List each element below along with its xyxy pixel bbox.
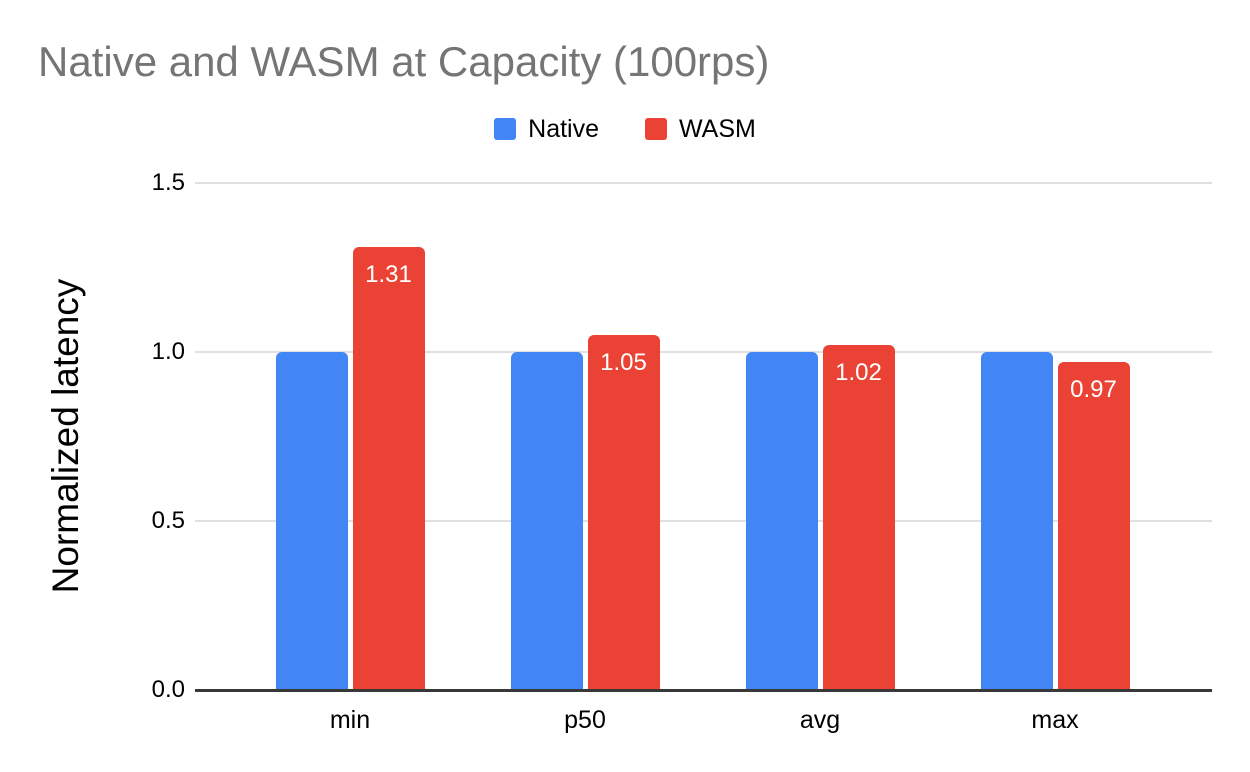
bar-native-p50[interactable]	[510, 352, 583, 690]
bar-value-label: 1.31	[365, 261, 412, 289]
x-category-label-min: min	[329, 706, 371, 734]
legend-item-native[interactable]: Native	[494, 115, 599, 144]
bar-value-label: 1.02	[835, 359, 882, 387]
gridline	[195, 520, 1212, 522]
y-tick-label: 1.5	[151, 169, 185, 196]
x-axis-baseline	[195, 689, 1212, 692]
gridline	[195, 351, 1212, 353]
legend-label: WASM	[679, 114, 756, 143]
x-category-label-p50: p50	[564, 706, 606, 734]
bar-value-label: 1.05	[600, 349, 647, 377]
x-category-label-avg: avg	[799, 706, 841, 734]
gridline	[195, 182, 1212, 184]
y-tick-label: 0.5	[151, 507, 185, 534]
chart-title: Native and WASM at Capacity (100rps)	[38, 38, 770, 85]
bar-wasm-max[interactable]	[1057, 362, 1130, 690]
legend-swatch-icon	[494, 118, 517, 140]
y-tick-label: 1.0	[151, 338, 185, 365]
bar-wasm-p50[interactable]	[587, 335, 660, 690]
legend-label: Native	[528, 114, 600, 143]
x-category-label-max: max	[1031, 706, 1079, 734]
legend: Native WASM	[0, 113, 1250, 145]
bar-value-label: 0.97	[1070, 376, 1117, 404]
legend-item-wasm[interactable]: WASM	[645, 115, 756, 144]
bar-native-min[interactable]	[275, 352, 348, 690]
bar-wasm-min[interactable]	[352, 247, 425, 690]
y-axis-title: Normalized latency	[45, 278, 86, 594]
plot-area: 1.31 1.05 1.02 0.97 min p50 avg max	[195, 182, 1212, 734]
bar-native-max[interactable]	[980, 352, 1053, 690]
y-tick-label: 0.0	[151, 676, 185, 703]
bar-wasm-avg[interactable]	[822, 345, 895, 690]
bar-native-avg[interactable]	[745, 352, 818, 690]
legend-swatch-icon	[645, 118, 668, 140]
